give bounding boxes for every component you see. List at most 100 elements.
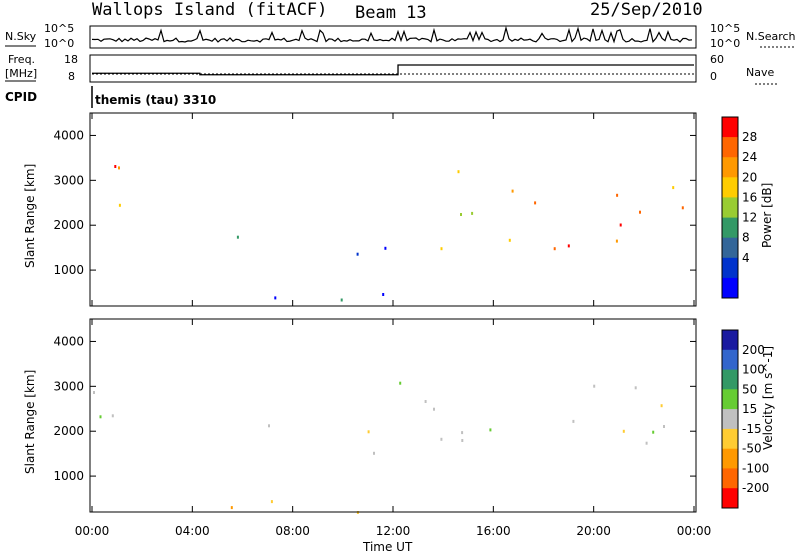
heatmap-cell	[639, 210, 641, 214]
heatmap-cell	[118, 203, 121, 207]
colorbar-tick: 200	[742, 343, 765, 357]
heatmap-cell	[489, 428, 492, 432]
heatmap-cell	[681, 206, 684, 210]
heatmap-cell	[508, 238, 511, 242]
nsky-panel	[89, 25, 697, 49]
power-yticks: 1000 2000 3000 4000	[53, 128, 696, 277]
nsearch-label: N.Search	[746, 30, 796, 43]
heatmap-cell	[99, 415, 102, 419]
heatmap-cell	[567, 244, 570, 248]
colorbar-tick: 8	[742, 231, 750, 245]
colorbar-frame	[721, 116, 739, 299]
colorbar-swatch	[722, 197, 738, 218]
xtick-label: 08:00	[275, 524, 310, 538]
nsky-tick-bottom: 10^0	[44, 37, 74, 50]
colorbar-swatch	[722, 137, 738, 158]
ytick-label: 3000	[53, 379, 84, 393]
velocity-colorbar-label: Velocity [m s^-1]	[761, 346, 775, 450]
ytick-label: 3000	[53, 173, 84, 187]
heatmap-cell	[111, 414, 114, 418]
colorbar-swatch	[722, 277, 738, 299]
colorbar-swatch	[722, 369, 738, 390]
heatmap-cell	[230, 506, 233, 510]
colorbar-swatch	[722, 468, 738, 489]
heatmap-cell	[373, 451, 375, 455]
xtick-label: 16:00	[476, 524, 511, 538]
date-title: 25/Sep/2010	[590, 0, 703, 20]
colorbar-swatch	[722, 177, 738, 198]
power-colorbar: 28 24 20 16 12 8 4	[721, 116, 757, 299]
heatmap-cell	[645, 441, 648, 445]
colorbar-frame	[721, 329, 739, 509]
colorbar-tick: 20	[742, 170, 757, 184]
heatmap-cell	[270, 500, 273, 504]
colorbar-tick: 4	[742, 251, 750, 265]
heatmap-cell	[672, 186, 675, 190]
heatmap-cell	[593, 384, 596, 388]
colorbar-tick: 50	[742, 382, 757, 396]
power-heatmap	[114, 165, 684, 302]
nsearch-tick-bottom: 10^0	[710, 37, 740, 50]
colorbar-swatch	[722, 157, 738, 178]
colorbar-swatch	[722, 117, 738, 138]
heatmap-cell	[268, 424, 270, 428]
beam-title: Beam 13	[355, 3, 427, 23]
heatmap-cell	[114, 165, 117, 168]
heatmap-cell	[619, 223, 622, 227]
heatmap-cell	[457, 170, 460, 174]
colorbar-swatch	[722, 448, 738, 469]
xtick-label: 12:00	[376, 524, 411, 538]
colorbar-tick: -200	[742, 481, 769, 495]
nsky-tick-top: 10^5	[44, 22, 74, 35]
power-colorbar-label: Power [dB]	[760, 183, 774, 248]
heatmap-cell	[367, 430, 370, 434]
ytick-label: 4000	[53, 334, 84, 348]
colorbar-tick: 16	[742, 190, 757, 204]
freq-tick-top: 18	[64, 53, 78, 66]
heatmap-cell	[460, 213, 462, 216]
heatmap-cell	[440, 247, 443, 251]
xtick-label: 04:00	[175, 524, 210, 538]
xticks: 00:00 04:00 08:00 12:00 16:00 20:00 00:00	[75, 113, 711, 538]
freq-unit-label: [MHz]	[5, 67, 37, 80]
colorbar-swatch	[722, 389, 738, 410]
heatmap-cell	[274, 296, 277, 300]
heatmap-cell	[622, 429, 625, 433]
heatmap-cell	[399, 381, 402, 385]
heatmap-cell	[572, 419, 575, 423]
colorbar-tick: 100	[742, 363, 765, 377]
freq-trace	[92, 64, 694, 76]
nsearch-tick-top: 10^5	[710, 22, 740, 35]
colorbar-swatch	[722, 217, 738, 239]
xtick-label: 20:00	[576, 524, 611, 538]
velocity-yticks: 1000 2000 3000 4000	[53, 334, 696, 483]
colorbar-swatch	[722, 257, 738, 279]
velocity-panel-frame	[89, 318, 697, 513]
heatmap-cell	[471, 211, 474, 215]
station-title: Wallops Island (fitACF)	[92, 0, 327, 20]
heatmap-cell	[534, 201, 537, 205]
nave-label: Nave	[746, 66, 774, 79]
colorbar-swatch	[722, 409, 738, 430]
freq-tick-bottom: 8	[68, 70, 75, 83]
colorbar-swatch	[722, 428, 738, 450]
cpid-label: CPID	[5, 90, 37, 104]
heatmap-cell	[382, 293, 385, 296]
heatmap-cell	[340, 298, 343, 302]
heatmap-cell	[118, 166, 120, 170]
velocity-ylabel: Slant Range [km]	[23, 370, 37, 474]
heatmap-cell	[384, 246, 387, 250]
heatmap-cell	[461, 431, 464, 435]
heatmap-cell	[424, 400, 427, 403]
freq-label: Freq.	[8, 53, 35, 66]
colorbar-tick: -15	[742, 422, 762, 436]
colorbar-tick: 28	[742, 130, 757, 144]
ytick-label: 4000	[53, 128, 84, 142]
xtick-label: 00:00	[75, 524, 110, 538]
heatmap-cell	[511, 189, 514, 193]
ytick-label: 1000	[53, 469, 84, 483]
heatmap-cell	[634, 386, 637, 390]
nave-tick-top: 60	[710, 53, 724, 66]
power-panel-frame	[89, 112, 697, 307]
